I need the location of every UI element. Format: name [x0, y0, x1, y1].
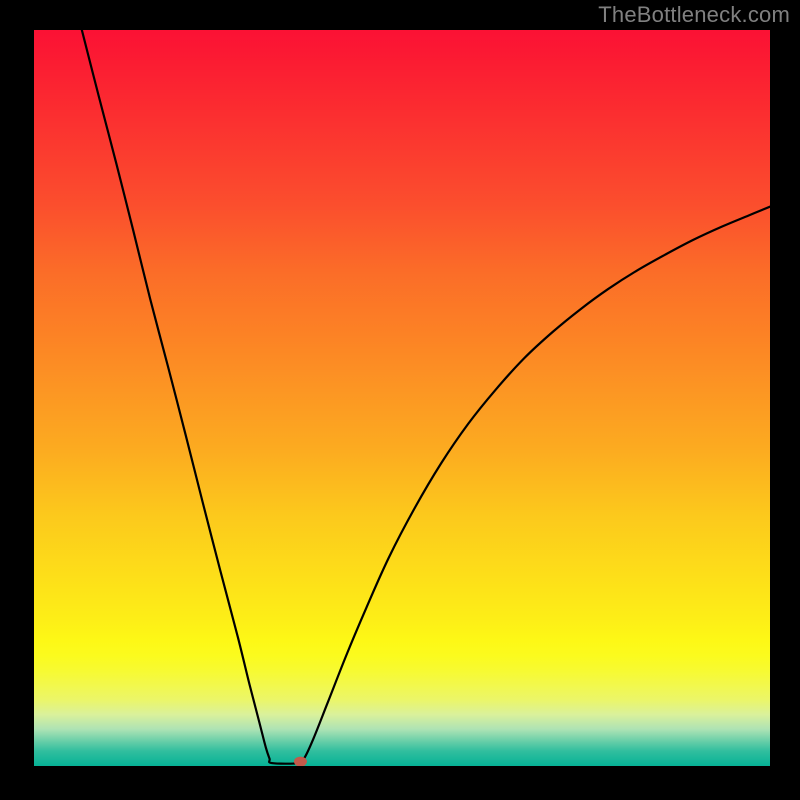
watermark-text: TheBottleneck.com [598, 2, 790, 28]
chart-frame: TheBottleneck.com [0, 0, 800, 800]
chart-background [34, 30, 770, 766]
bottleneck-chart [34, 30, 770, 766]
plot-area [34, 30, 770, 766]
